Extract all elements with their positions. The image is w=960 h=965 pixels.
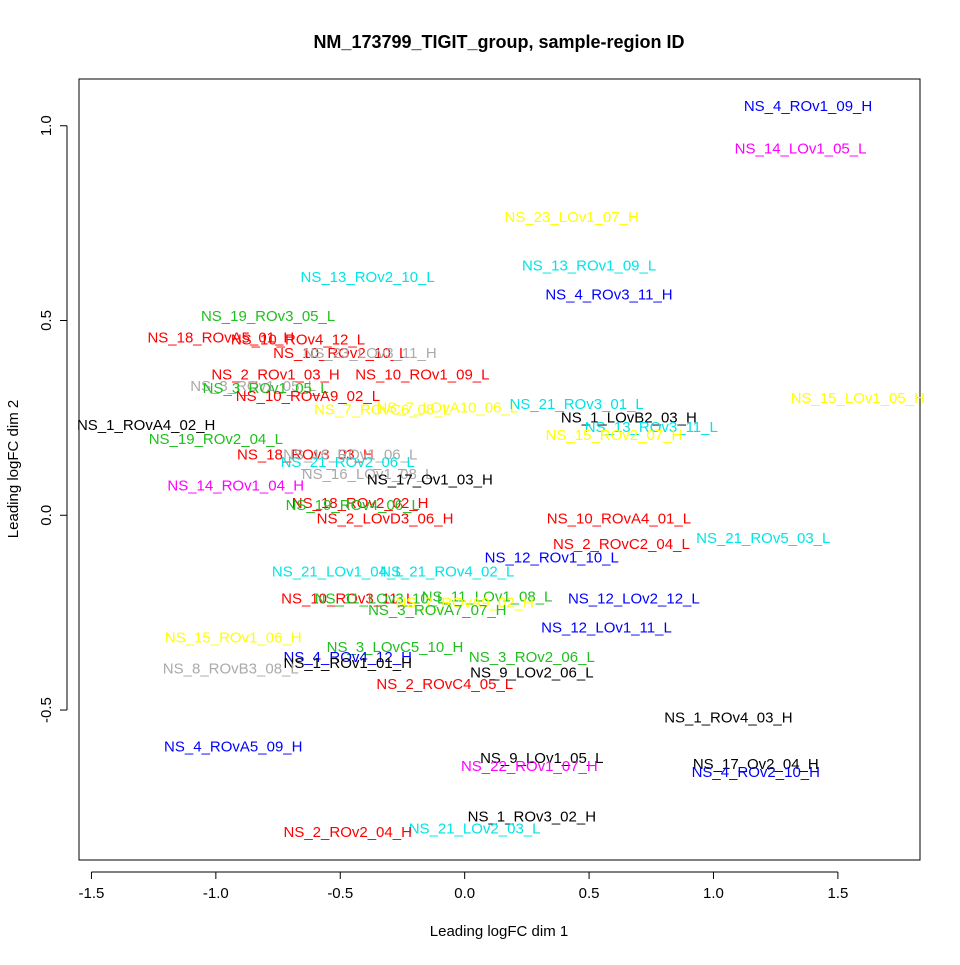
point-label: NS_10_ROv2_10_L bbox=[273, 345, 407, 362]
point-label: NS_4_ROv1_09_H bbox=[744, 98, 872, 115]
x-tick-label: -1.0 bbox=[203, 885, 229, 902]
point-label: NS_3_ROv1_05_L bbox=[190, 378, 316, 395]
x-tick-label: -1.5 bbox=[79, 885, 105, 902]
point-label: NS_7_ROvC6_08_L bbox=[314, 402, 451, 419]
point-label: NS_10_ROvA4_01_L bbox=[547, 511, 691, 528]
point-label: NS_1_ROv4_03_H bbox=[664, 709, 792, 726]
point-label: NS_19_ROv2_04_L bbox=[149, 431, 283, 448]
point-label: NS_14_ROv1_04_H bbox=[167, 478, 304, 495]
point-label: NS_13_ROv2_10_L bbox=[300, 269, 434, 286]
point-label: NS_21_ROv5_03_L bbox=[696, 530, 830, 547]
y-tick-label: 0.0 bbox=[38, 505, 55, 526]
x-axis: -1.5 -1.0 -0.5 0.0 0.5 1.0 1.5 bbox=[79, 871, 848, 902]
point-label: NS_2_ROvC4_05_L bbox=[376, 676, 513, 693]
point-label: NS_22_ROv1_07_H bbox=[461, 758, 598, 775]
y-tick-label: -0.5 bbox=[38, 697, 55, 723]
x-tick-label: 1.5 bbox=[827, 885, 848, 902]
point-label: NS_21_ROv4_02_L bbox=[380, 563, 514, 580]
point-label: NS_15_LOv1_05_H bbox=[791, 390, 925, 407]
point-label: NS_3_ROv2_06_L bbox=[469, 649, 595, 666]
point-label: NS_19_ROv4_06_L bbox=[286, 497, 420, 514]
point-label: NS_16_ROv1_06_L bbox=[283, 446, 417, 463]
point-label: NS_12_LOv2_12_L bbox=[568, 591, 700, 608]
point-label: NS_8_ROvB3_08_L bbox=[163, 661, 299, 678]
point-labels-layer: NS_4_ROv1_09_H NS_14_LOv1_05_L NS_23_LOv1_… bbox=[77, 98, 925, 841]
point-label: NS_7_ROvA9_02_H bbox=[395, 594, 533, 611]
point-label: NS_2_LOvD3_06_H bbox=[317, 511, 454, 528]
point-label: NS_23_LOv1_07_H bbox=[505, 209, 639, 226]
point-label: NS_11_LOv1_08_L bbox=[422, 589, 553, 606]
x-tick-label: 1.0 bbox=[703, 885, 724, 902]
y-axis-label: Leading logFC dim 2 bbox=[5, 400, 22, 538]
x-tick-label: -0.5 bbox=[327, 885, 353, 902]
point-label: NS_17_Ov1_03_H bbox=[367, 472, 493, 489]
point-label: NS_9_LOv2_06_L bbox=[470, 665, 593, 682]
point-label: NS_23_LOv3_11_H bbox=[304, 345, 437, 362]
y-axis: -0.5 0.0 0.5 1.0 bbox=[38, 115, 68, 723]
point-label: NS_10_ROv1_09_L bbox=[355, 367, 489, 384]
point-label: NS_10_ROv3_11_L bbox=[281, 591, 414, 608]
point-label: NS_9_LOv1_05_L bbox=[480, 750, 603, 767]
point-label: NS_18_ROv2_02_H bbox=[292, 495, 429, 512]
point-label: NS_10_ROvA9_02_L bbox=[236, 388, 380, 405]
point-label: NS_21_LOv1_04_L bbox=[272, 563, 404, 580]
point-label: NS_14_LOv1_05_L bbox=[735, 141, 867, 158]
point-label: NS_21_ROv3_01_L bbox=[510, 396, 644, 413]
point-label: NS_2_ROv2_04_H bbox=[284, 824, 412, 841]
y-tick-label: 1.0 bbox=[38, 115, 55, 136]
chart-title: NM_173799_TIGIT_group, sample-region ID bbox=[313, 32, 684, 52]
y-tick-label: 0.5 bbox=[38, 310, 55, 331]
point-label: NS_13_ROv3_11_L bbox=[585, 419, 718, 436]
point-label: NS_17_Ov2_04_H bbox=[693, 756, 819, 773]
point-label: NS_19_ROv3_05_L bbox=[201, 308, 335, 325]
x-tick-label: 0.5 bbox=[579, 885, 600, 902]
point-label: NS_1_ROv1_01_H bbox=[284, 655, 412, 672]
point-label: NS_2_ROvC2_04_L bbox=[553, 536, 690, 553]
point-label: NS_3_ROvA7_07_H bbox=[368, 602, 506, 619]
x-tick-label: 0.0 bbox=[454, 885, 475, 902]
point-label: NS_7_LOvA10_06_L bbox=[376, 400, 518, 417]
point-label: NS_4_ROv4_12_H bbox=[284, 649, 412, 666]
point-label: NS_12_ROv1_10_L bbox=[485, 550, 619, 567]
point-label: NS_4_ROv2_10_H bbox=[692, 764, 820, 781]
point-label: NS_2_ROv1_03_H bbox=[211, 367, 339, 384]
point-label: NS_15_ROv1_06_H bbox=[165, 629, 302, 646]
point-label: NS_13_ROv1_09_L bbox=[522, 257, 656, 274]
point-label: NS_12_LOv1_11_L bbox=[541, 620, 672, 637]
point-label: NS_16_LOv1_08_L bbox=[302, 466, 434, 483]
point-label: NS_18_ROvA5_01_H bbox=[147, 330, 294, 347]
point-label: NS_4_ROv3_11_H bbox=[545, 287, 672, 304]
point-label: NS_18_ROv3_03_H bbox=[237, 446, 374, 463]
point-label: NS_10_ROv4_12_L bbox=[231, 331, 365, 348]
x-axis-label: Leading logFC dim 1 bbox=[430, 923, 568, 940]
point-label: NS_3_LOvC5_10_H bbox=[327, 639, 464, 656]
point-label: NS_1_ROvA4_02_H bbox=[77, 417, 215, 434]
point-label: NS_21_LOv2_03_L bbox=[409, 820, 541, 837]
point-label: NS_15_ROv2_07_H bbox=[546, 427, 683, 444]
point-label: NS_3_ROv1_05_L bbox=[203, 380, 329, 397]
point-label: NS_21_ROv2_06_L bbox=[281, 454, 415, 471]
point-label: NS_4_ROvA5_09_H bbox=[164, 739, 302, 756]
point-label: NS_11_LOv3_10_L bbox=[315, 591, 446, 608]
point-label: NS_1_LOvB2_03_H bbox=[561, 409, 697, 426]
point-label: NS_1_ROv3_02_H bbox=[468, 809, 596, 826]
plot-frame bbox=[78, 78, 921, 861]
